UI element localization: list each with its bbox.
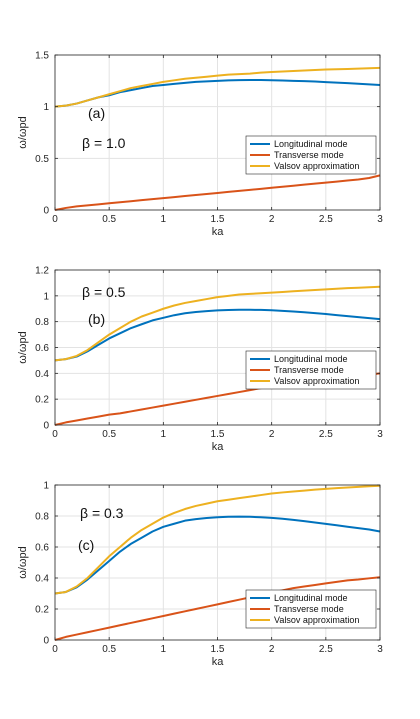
series-line-1	[54, 308, 381, 362]
series-line-2	[54, 174, 381, 211]
x-tick-label: 0.5	[102, 429, 116, 440]
y-axis-label: ω/ωpd	[17, 331, 29, 363]
x-tick-label: 1.5	[211, 644, 225, 655]
series-line-3	[54, 66, 381, 108]
y-tick-label: 0.8	[35, 317, 49, 328]
x-tick-label: 0	[52, 214, 58, 225]
x-tick-label: 1	[161, 429, 167, 440]
y-tick-label: 1	[43, 102, 49, 113]
x-tick-label: 0.5	[102, 214, 116, 225]
panel-label: (b)	[88, 311, 105, 327]
x-tick-label: 2.5	[319, 214, 333, 225]
x-axis-label: ka	[212, 226, 225, 238]
x-tick-label: 1	[161, 214, 167, 225]
legend-entry: Longitudinal mode	[274, 139, 348, 149]
x-tick-label: 1.5	[211, 429, 225, 440]
y-tick-label: 1	[43, 481, 49, 492]
x-tick-label: 2.5	[319, 644, 333, 655]
y-tick-label: 0	[43, 636, 49, 647]
beta-label: β = 0.3	[80, 505, 124, 521]
y-tick-label: 0.6	[35, 543, 49, 554]
legend-entry: Valsov approximation	[274, 161, 359, 171]
x-tick-label: 1	[161, 644, 167, 655]
y-tick-label: 1	[43, 291, 49, 302]
chart-panel-2: 0 0.5 1 1.5 2 2.5 3 0 0.2 0.4 0.6 0.8 1 1.2 ka ω/ωpd (b)…	[17, 266, 383, 454]
y-tick-label: 1.5	[35, 51, 49, 62]
series-line-2	[54, 576, 381, 641]
beta-label: β = 0.5	[82, 284, 126, 300]
y-tick-label: 0.5	[35, 154, 49, 165]
x-tick-label: 2	[269, 214, 275, 225]
panel-label: (c)	[78, 537, 94, 553]
x-axis-label: ka	[212, 656, 225, 668]
x-tick-label: 3	[377, 429, 383, 440]
legend-entry: Transverse mode	[274, 365, 344, 375]
x-tick-label: 2.5	[319, 429, 333, 440]
y-tick-label: 0.2	[35, 605, 49, 616]
y-tick-label: 0.2	[35, 395, 49, 406]
y-tick-label: 0.4	[35, 574, 49, 585]
y-tick-label: 0	[43, 421, 49, 432]
x-tick-label: 0	[52, 644, 58, 655]
legend-entry: Valsov approximation	[274, 615, 359, 625]
panel-label: (a)	[88, 105, 105, 121]
y-tick-label: 0.6	[35, 343, 49, 354]
y-tick-label: 0.4	[35, 369, 49, 380]
legend-entry: Longitudinal mode	[274, 593, 348, 603]
y-tick-label: 1.2	[35, 266, 49, 277]
series-line-3	[54, 484, 381, 595]
y-tick-label: 0.8	[35, 512, 49, 523]
x-tick-label: 3	[377, 644, 383, 655]
x-tick-label: 3	[377, 214, 383, 225]
series-line-1	[54, 515, 381, 595]
x-tick-label: 2	[269, 429, 275, 440]
x-tick-label: 2	[269, 644, 275, 655]
x-tick-label: 1.5	[211, 214, 225, 225]
chart-panel-3: 0 0.5 1 1.5 2 2.5 3 0 0.2 0.4 0.6 0.8 1 ka ω/ωpd (c) β =…	[17, 481, 383, 669]
legend-entry: Transverse mode	[274, 150, 344, 160]
series-line-3	[54, 285, 381, 362]
y-axis-label: ω/ωpd	[17, 546, 29, 578]
legend-entry: Longitudinal mode	[274, 354, 348, 364]
legend-entry: Transverse mode	[274, 604, 344, 614]
beta-label: β = 1.0	[82, 135, 126, 151]
x-tick-label: 0	[52, 429, 58, 440]
y-axis-label: ω/ωpd	[17, 116, 29, 148]
x-axis-label: ka	[212, 441, 225, 453]
y-tick-label: 0	[43, 206, 49, 217]
legend-entry: Valsov approximation	[274, 376, 359, 386]
x-tick-label: 0.5	[102, 644, 116, 655]
